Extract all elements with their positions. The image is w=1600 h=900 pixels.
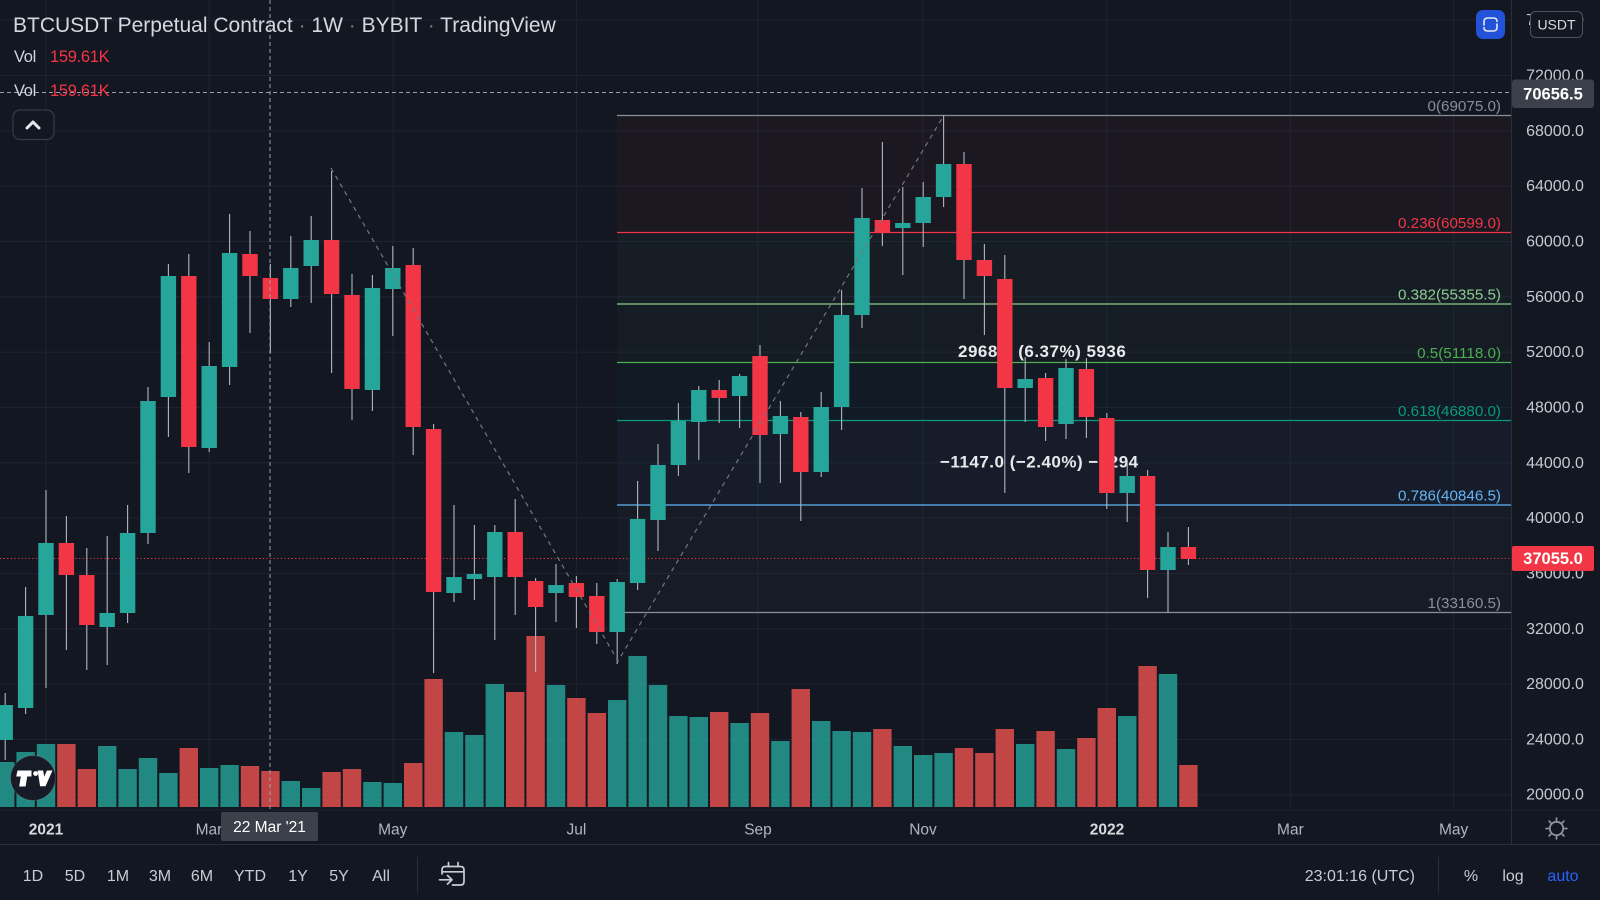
svg-text:1(33160.5): 1(33160.5) — [1428, 595, 1501, 612]
svg-text:Mar: Mar — [196, 822, 223, 839]
svg-text:2022: 2022 — [1090, 822, 1124, 839]
svg-text:52000.0: 52000.0 — [1526, 344, 1584, 361]
svg-text:68000.0: 68000.0 — [1526, 123, 1584, 140]
svg-text:0.5(51118.0): 0.5(51118.0) — [1417, 345, 1501, 362]
svg-text:USDT: USDT — [1537, 17, 1576, 33]
svg-text:28000.0: 28000.0 — [1526, 676, 1584, 693]
svg-text:0.618(46880.0): 0.618(46880.0) — [1398, 403, 1501, 420]
svg-text:%: % — [1464, 868, 1478, 885]
svg-text:May: May — [1439, 822, 1469, 839]
svg-text:2021: 2021 — [29, 822, 64, 839]
svg-text:YTD: YTD — [234, 868, 266, 885]
svg-text:5D: 5D — [65, 868, 85, 885]
svg-text:Vol: Vol — [14, 48, 36, 66]
svg-text:1D: 1D — [23, 868, 43, 885]
svg-text:All: All — [372, 868, 390, 885]
svg-text:−1147.0 (−2.40%) −2294: −1147.0 (−2.40%) −2294 — [940, 453, 1139, 472]
svg-text:auto: auto — [1547, 868, 1578, 885]
svg-text:log: log — [1502, 868, 1523, 885]
svg-text:May: May — [378, 822, 408, 839]
svg-text:2968.0 (6.37%) 5936: 2968.0 (6.37%) 5936 — [958, 342, 1126, 361]
svg-text:0.382(55355.5): 0.382(55355.5) — [1398, 287, 1501, 304]
svg-text:22 Mar '21: 22 Mar '21 — [233, 819, 306, 836]
svg-text:23:01:16 (UTC): 23:01:16 (UTC) — [1305, 868, 1415, 885]
svg-text:0.236(60599.0): 0.236(60599.0) — [1398, 215, 1501, 232]
svg-text:44000.0: 44000.0 — [1526, 455, 1584, 472]
svg-text:1Y: 1Y — [288, 868, 308, 885]
svg-text:159.61K: 159.61K — [50, 82, 110, 100]
svg-text:Jul: Jul — [566, 822, 586, 839]
svg-text:48000.0: 48000.0 — [1526, 400, 1584, 417]
svg-text:Sep: Sep — [744, 822, 772, 839]
svg-text:Nov: Nov — [909, 822, 937, 839]
svg-text:56000.0: 56000.0 — [1526, 289, 1584, 306]
svg-text:Vol: Vol — [14, 82, 36, 100]
svg-text:159.61K: 159.61K — [50, 48, 110, 66]
svg-text:37055.0: 37055.0 — [1523, 550, 1583, 568]
svg-text:5Y: 5Y — [329, 868, 349, 885]
svg-text:20000.0: 20000.0 — [1526, 787, 1584, 804]
svg-text:0(69075.0): 0(69075.0) — [1428, 98, 1501, 115]
svg-text:60000.0: 60000.0 — [1526, 234, 1584, 251]
svg-text:40000.0: 40000.0 — [1526, 510, 1584, 527]
svg-text:32000.0: 32000.0 — [1526, 621, 1584, 638]
svg-text:64000.0: 64000.0 — [1526, 178, 1584, 195]
svg-text:24000.0: 24000.0 — [1526, 731, 1584, 748]
svg-text:Mar: Mar — [1277, 822, 1304, 839]
svg-text:3M: 3M — [149, 868, 171, 885]
svg-text:0.786(40846.5): 0.786(40846.5) — [1398, 488, 1501, 505]
svg-text:1M: 1M — [107, 868, 129, 885]
svg-text:6M: 6M — [191, 868, 213, 885]
svg-text:BTCUSDT Perpetual Contract · 1: BTCUSDT Perpetual Contract · 1W · BYBIT … — [13, 14, 557, 37]
svg-text:70656.5: 70656.5 — [1523, 86, 1583, 104]
